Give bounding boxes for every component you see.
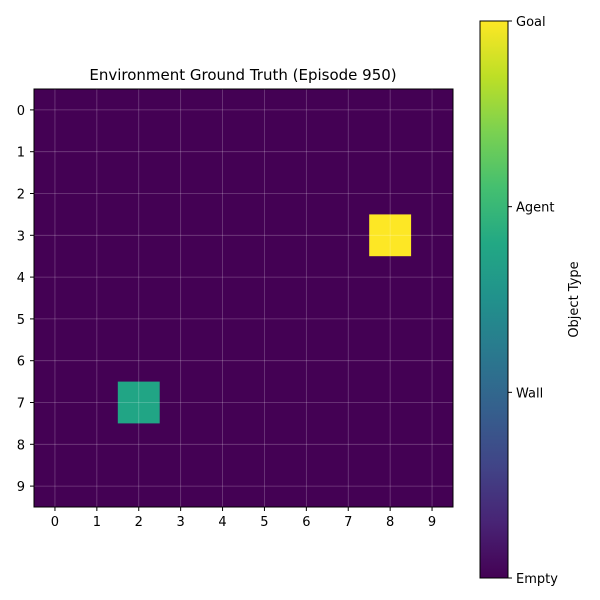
y-tick-label: 0 — [17, 104, 25, 119]
x-tick-label: 8 — [386, 515, 394, 530]
x-tick-label: 9 — [428, 515, 436, 530]
colorbar-gradient — [479, 20, 509, 579]
y-tick-label: 5 — [17, 313, 25, 328]
y-tick-label: 4 — [17, 271, 25, 286]
colorbar-tick-label: Wall — [516, 386, 543, 401]
y-tick-label: 1 — [17, 146, 25, 161]
y-tick-label: 7 — [17, 397, 25, 412]
x-tick-label: 0 — [51, 515, 59, 530]
heatmap-plot: 0 1 2 3 4 5 6 7 8 9 0 1 2 3 4 5 6 7 8 9 — [17, 88, 454, 530]
heatmap-cell-agent — [117, 381, 160, 424]
colorbar-label: Object Type — [567, 261, 582, 337]
x-tick-label: 5 — [260, 515, 268, 530]
y-tick-label: 8 — [17, 438, 25, 453]
colorbar: Empty Wall Agent Goal Object Type — [479, 15, 582, 587]
x-tick-label: 1 — [93, 515, 101, 530]
x-tick-label: 3 — [177, 515, 185, 530]
x-tick-label: 7 — [344, 515, 352, 530]
y-tick-label: 2 — [17, 188, 25, 203]
y-tick-label: 3 — [17, 229, 25, 244]
heatmap-background — [34, 89, 453, 507]
x-tick-label: 4 — [218, 515, 226, 530]
y-tick-label: 6 — [17, 355, 25, 370]
colorbar-tick-label: Empty — [516, 572, 558, 587]
x-tick-label: 2 — [135, 515, 143, 530]
chart-title: Environment Ground Truth (Episode 950) — [89, 66, 396, 84]
colorbar-tick-label: Agent — [516, 201, 554, 216]
plot-frame — [33, 88, 454, 508]
heatmap-cell-goal — [369, 214, 412, 257]
x-tick-label: 6 — [302, 515, 310, 530]
y-tick-label: 9 — [17, 480, 25, 495]
colorbar-tick-label: Goal — [516, 15, 546, 30]
